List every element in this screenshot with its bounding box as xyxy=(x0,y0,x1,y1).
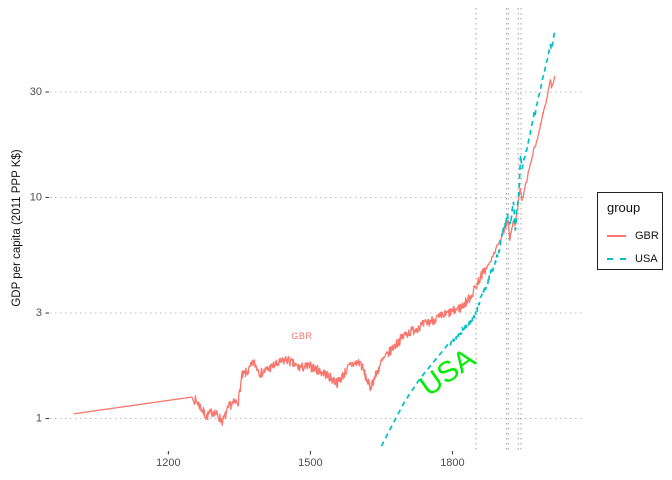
y-tick-label-1: 1 xyxy=(36,412,42,424)
y-tick-label-3: 3 xyxy=(36,307,42,319)
gbr-series-line xyxy=(73,75,556,427)
y-tick-label-30: 30 xyxy=(30,86,42,98)
legend: group GBR USA xyxy=(597,192,663,270)
gridlines-group xyxy=(50,91,585,419)
reference-vlines-group xyxy=(475,8,522,450)
series-group xyxy=(73,31,556,447)
legend-label-gbr: GBR xyxy=(635,229,659,242)
legend-title: group xyxy=(607,200,641,215)
y-tick-label-10: 10 xyxy=(30,191,42,203)
legend-item-gbr: GBR xyxy=(607,224,662,247)
usa-series-line xyxy=(380,31,556,447)
usa-line-swatch xyxy=(607,257,626,260)
legend-label-usa: USA xyxy=(635,252,658,265)
annotation-gbr-label: GBR xyxy=(291,331,313,342)
gbr-line-swatch xyxy=(607,234,626,237)
y-axis-title: GDP per capita (2011 PPP K$) xyxy=(11,149,23,307)
x-tick-label-1200: 1200 xyxy=(156,457,180,469)
x-tick-label-1800: 1800 xyxy=(440,457,464,469)
legend-item-usa: USA xyxy=(607,247,662,270)
x-tick-label-1500: 1500 xyxy=(298,457,322,469)
axes-group: 1 3 10 30 1200 1500 1800 xyxy=(30,86,465,469)
